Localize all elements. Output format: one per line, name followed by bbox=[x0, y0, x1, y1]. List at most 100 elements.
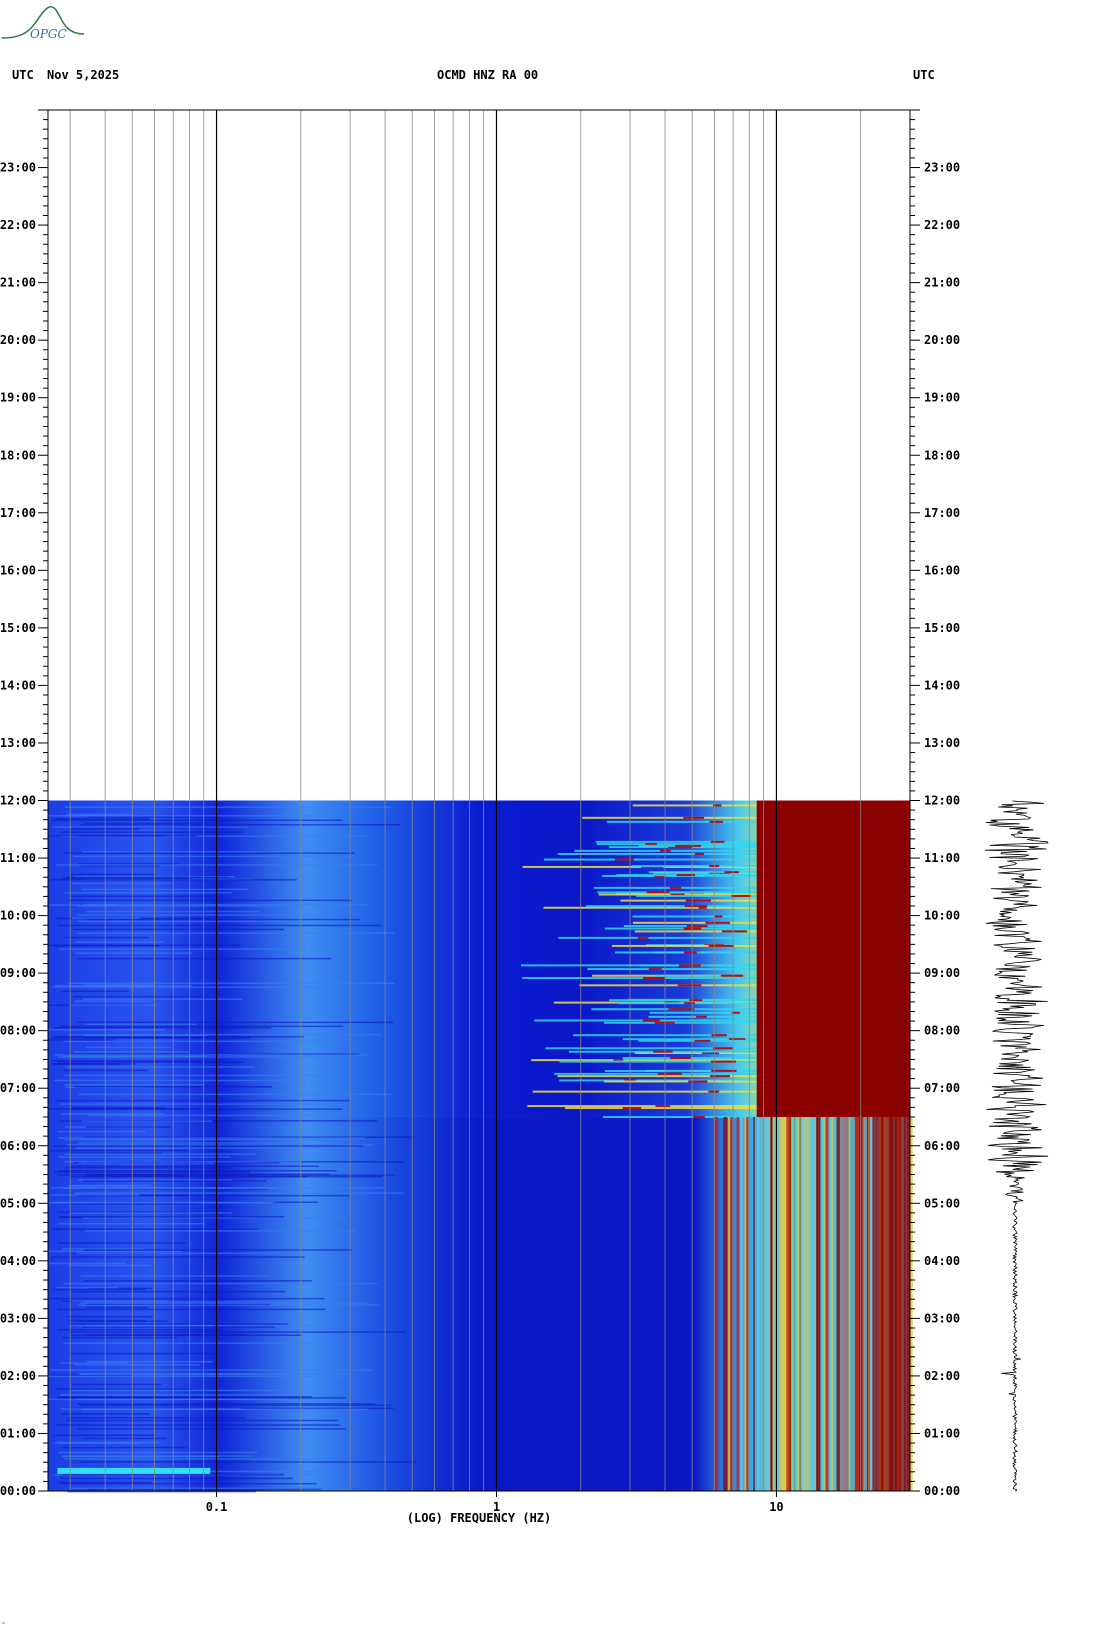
texture-streak bbox=[64, 1084, 205, 1086]
y-tick-label-left: 17:00 bbox=[0, 506, 36, 520]
texture-streak bbox=[68, 1264, 151, 1267]
peak-streak bbox=[614, 858, 634, 861]
hf-stripe bbox=[753, 1116, 755, 1491]
texture-streak bbox=[82, 1035, 208, 1037]
peak-streak bbox=[710, 840, 725, 843]
texture-streak bbox=[66, 813, 133, 816]
texture-streak bbox=[48, 1028, 166, 1031]
texture-streak bbox=[78, 905, 298, 907]
texture-streak bbox=[64, 936, 149, 939]
texture-streak bbox=[72, 882, 172, 885]
y-tick-label-left: 13:00 bbox=[0, 736, 36, 750]
texture-streak bbox=[62, 1455, 220, 1458]
texture-streak bbox=[74, 1000, 152, 1002]
y-tick-label-right: 22:00 bbox=[924, 218, 960, 232]
peak-streak bbox=[645, 843, 657, 846]
hf-stripe bbox=[788, 1116, 792, 1491]
texture-streak bbox=[77, 932, 396, 934]
texture-streak bbox=[78, 1093, 392, 1096]
texture-streak bbox=[87, 1114, 326, 1117]
texture-streak bbox=[77, 1428, 346, 1430]
peak-block-upper bbox=[756, 800, 910, 1117]
hf-stripe bbox=[765, 1116, 769, 1491]
texture-streak bbox=[84, 1230, 356, 1232]
peak-streak bbox=[677, 984, 702, 987]
texture-streak bbox=[86, 1360, 213, 1363]
hf-stripe bbox=[825, 1116, 829, 1491]
texture-streak bbox=[60, 1362, 129, 1364]
peak-streak bbox=[642, 1019, 660, 1022]
peak-streak bbox=[712, 1047, 733, 1050]
y-tick-label-left: 09:00 bbox=[0, 966, 36, 980]
texture-streak bbox=[82, 1217, 347, 1219]
seismogram-trace bbox=[985, 800, 1049, 1492]
y-tick-label-right: 18:00 bbox=[924, 448, 960, 462]
texture-streak bbox=[84, 1136, 415, 1138]
energy-streak bbox=[602, 1116, 757, 1119]
y-tick-label-right: 00:00 bbox=[924, 1484, 960, 1498]
y-tick-label-right: 16:00 bbox=[924, 563, 960, 577]
hf-stripe bbox=[810, 1116, 815, 1491]
hf-stripe bbox=[855, 1116, 858, 1491]
peak-streak bbox=[714, 915, 723, 918]
peak-streak bbox=[712, 804, 722, 807]
grid-layer bbox=[69, 110, 862, 1491]
header-station: OCMD HNZ RA 00 bbox=[437, 68, 539, 82]
peak-streak bbox=[721, 930, 748, 933]
header-timezone-right: UTC bbox=[913, 68, 935, 82]
y-tick-label-left: 14:00 bbox=[0, 678, 36, 692]
hf-stripe bbox=[863, 1116, 868, 1491]
y-tick-label-left: 04:00 bbox=[0, 1254, 36, 1268]
peak-streak bbox=[648, 968, 662, 971]
texture-streak bbox=[66, 876, 229, 879]
peak-streak bbox=[693, 1116, 705, 1119]
texture-streak bbox=[50, 1149, 189, 1152]
texture-streak bbox=[67, 1033, 382, 1036]
texture-streak bbox=[60, 831, 244, 833]
texture-streak bbox=[58, 1242, 186, 1244]
texture-streak bbox=[85, 984, 155, 986]
texture-streak bbox=[56, 1441, 160, 1444]
texture-streak bbox=[58, 1137, 365, 1139]
texture-streak bbox=[68, 1323, 289, 1325]
texture-streak bbox=[67, 982, 395, 985]
peak-streak bbox=[710, 1075, 731, 1078]
texture-streak bbox=[64, 1458, 316, 1460]
energy-streak bbox=[634, 1051, 757, 1054]
texture-streak bbox=[53, 1079, 305, 1082]
texture-streak bbox=[80, 865, 160, 867]
texture-streak bbox=[55, 818, 150, 820]
texture-streak bbox=[63, 1397, 346, 1399]
logo-text: OPGC bbox=[30, 27, 67, 41]
peak-streak bbox=[684, 1002, 695, 1005]
texture-streak bbox=[62, 1336, 177, 1339]
y-tick-label-left: 05:00 bbox=[0, 1196, 36, 1210]
peak-streak bbox=[708, 1090, 720, 1093]
y-tick-label-right: 08:00 bbox=[924, 1024, 960, 1038]
texture-streak bbox=[78, 834, 166, 837]
y-tick-label-left: 02:00 bbox=[0, 1369, 36, 1383]
texture-streak bbox=[85, 1334, 246, 1336]
hf-stripe bbox=[739, 1116, 744, 1491]
y-tick-label-right: 14:00 bbox=[924, 678, 960, 692]
texture-streak bbox=[54, 1036, 304, 1038]
energy-streak bbox=[654, 974, 757, 977]
texture-streak bbox=[57, 1056, 334, 1058]
texture-streak bbox=[61, 877, 192, 880]
texture-streak bbox=[83, 1249, 353, 1251]
texture-streak bbox=[52, 826, 248, 828]
hf-stripe bbox=[857, 1116, 860, 1491]
energy-streak bbox=[604, 1080, 757, 1083]
energy-streak bbox=[531, 1059, 757, 1062]
texture-streak bbox=[86, 1306, 149, 1309]
texture-streak bbox=[59, 1394, 300, 1396]
hf-stripe bbox=[756, 1116, 760, 1491]
peak-streak bbox=[688, 1080, 708, 1083]
texture-streak bbox=[71, 1487, 347, 1489]
texture-streak bbox=[76, 1194, 351, 1197]
peak-streak bbox=[720, 974, 743, 977]
y-tick-label-left: 23:00 bbox=[0, 161, 36, 175]
energy-streak bbox=[604, 927, 757, 930]
x-tick-label: 10 bbox=[769, 1500, 783, 1514]
